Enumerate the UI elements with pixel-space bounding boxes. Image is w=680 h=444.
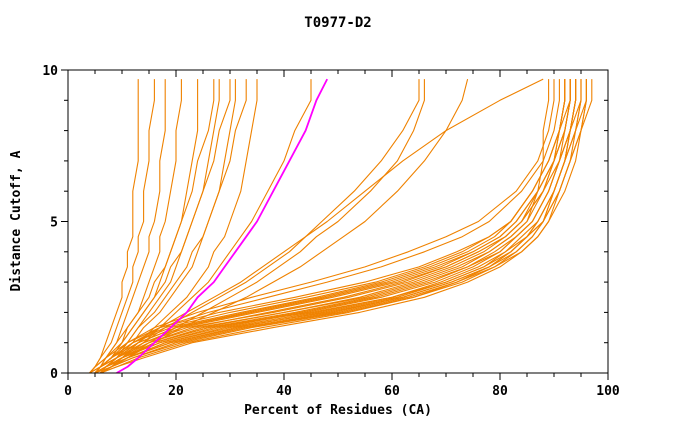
model-curve — [94, 79, 166, 373]
model-curve — [94, 79, 550, 373]
model-curve — [99, 79, 258, 373]
model-curve — [94, 78, 544, 373]
x-tick-label: 60 — [384, 384, 400, 399]
model-curve — [94, 79, 236, 373]
model-curve — [94, 79, 577, 373]
model-curve — [94, 79, 571, 373]
y-tick-label: 5 — [50, 216, 58, 231]
model-curve — [89, 79, 215, 373]
model-curve — [100, 79, 587, 373]
curves-layer — [89, 78, 593, 373]
model-curve — [94, 79, 582, 373]
y-tick-label: 10 — [42, 64, 58, 79]
model-curve — [94, 79, 582, 373]
x-tick-label: 0 — [64, 384, 72, 399]
x-tick-label: 20 — [168, 384, 184, 399]
model-curve — [89, 79, 566, 373]
model-curve — [94, 79, 420, 373]
y-axis-label: Distance Cutoff, A — [9, 150, 24, 291]
y-tick-label: 0 — [50, 367, 58, 382]
model-curve — [100, 79, 425, 373]
x-tick-label: 100 — [596, 384, 620, 399]
model-curve — [94, 79, 560, 373]
model-curve — [94, 79, 231, 373]
axis-tick-labels: 0 20 40 60 80 100 0 5 10 — [42, 64, 620, 399]
highlight-curve — [116, 78, 329, 373]
model-curve — [100, 78, 469, 373]
model-curve — [89, 79, 566, 373]
model-curve — [89, 79, 155, 373]
model-curve — [94, 79, 247, 373]
model-curve — [89, 79, 139, 373]
x-tick-label: 80 — [492, 384, 508, 399]
model-curve — [100, 79, 593, 373]
x-axis-label: Percent of Residues (CA) — [244, 403, 432, 418]
axis-ticks — [61, 69, 609, 380]
model-curve — [94, 79, 220, 373]
chart-title: T0977-D2 — [304, 15, 371, 31]
x-tick-label: 40 — [276, 384, 292, 399]
